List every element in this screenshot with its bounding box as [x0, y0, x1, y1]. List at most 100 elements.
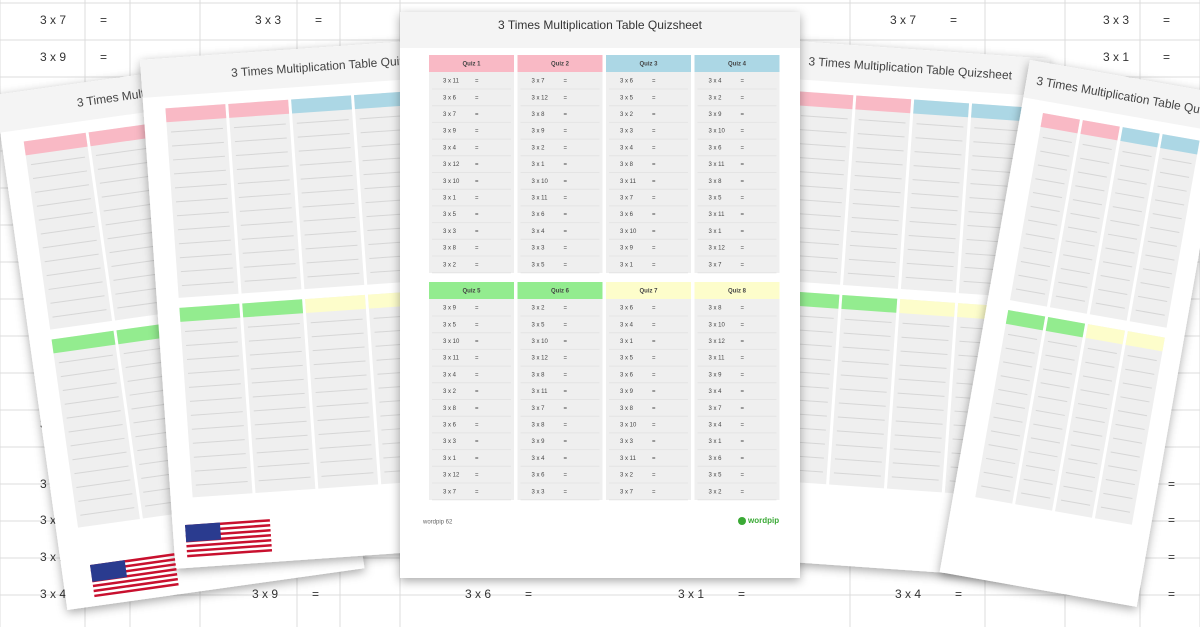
side-row	[1038, 396, 1068, 403]
side-row	[32, 170, 88, 180]
flag	[185, 519, 273, 558]
side-row	[1063, 254, 1093, 261]
side-row	[835, 444, 883, 449]
quiz-header	[694, 282, 780, 299]
quiz-item: 3 x 1	[620, 339, 634, 345]
side-column	[1129, 134, 1200, 328]
side-row	[1122, 150, 1152, 158]
side-row	[302, 202, 355, 208]
side-row	[1018, 274, 1048, 281]
sheet-header	[1023, 60, 1200, 133]
quiz-item: 3 x 7	[532, 79, 546, 85]
quiz-equals: =	[741, 473, 745, 479]
quiz-item: 3 x 5	[620, 95, 634, 101]
side-row	[907, 248, 955, 254]
side-row	[306, 258, 359, 264]
side-row	[316, 402, 369, 408]
side-row	[1030, 437, 1061, 444]
quiz-column	[517, 282, 603, 500]
side-column-head	[1160, 134, 1200, 155]
quiz-equals: =	[741, 372, 745, 378]
side-row	[44, 253, 99, 263]
side-row	[797, 157, 845, 162]
quiz-equals: =	[475, 439, 479, 445]
side-row	[843, 332, 891, 337]
quiz-header	[517, 282, 603, 299]
side-row	[42, 239, 97, 249]
side-column	[829, 294, 898, 489]
side-row	[74, 465, 129, 475]
side-row	[1063, 485, 1093, 492]
quiz-equals: =	[475, 229, 479, 235]
quiz-equals: =	[741, 306, 745, 312]
quiz-equals: =	[652, 322, 656, 328]
side-row	[1065, 472, 1096, 479]
quiz-equals: =	[564, 372, 568, 378]
quiz-equals: =	[564, 179, 568, 185]
quiz-equals: =	[475, 339, 479, 345]
side-row	[1060, 499, 1091, 506]
quiz-item: 3 x 3	[532, 489, 546, 495]
side-row	[1033, 423, 1063, 430]
side-row	[236, 165, 289, 171]
bg-cell: 3 x 1	[1103, 50, 1129, 64]
quiz-item: 3 x 7	[532, 406, 546, 412]
bg-cell: 3 x 6	[465, 587, 491, 601]
side-row	[833, 472, 881, 477]
quiz-equals: =	[652, 129, 656, 135]
side-row	[244, 277, 297, 282]
side-row	[180, 267, 233, 273]
quiz-equals: =	[475, 262, 479, 268]
bg-equals: =	[312, 587, 319, 601]
bg-cell: 3 x 3	[1103, 13, 1129, 27]
side-row	[1015, 288, 1046, 295]
side-row	[893, 448, 941, 453]
side-row	[186, 355, 239, 360]
side-row	[172, 141, 224, 147]
quiz-item: 3 x 3	[532, 246, 546, 252]
side-row	[174, 183, 227, 189]
side-row	[101, 189, 156, 198]
quiz-equals: =	[564, 489, 568, 495]
side-row	[1072, 199, 1103, 206]
quiz-equals: =	[652, 306, 656, 312]
side-row	[178, 239, 231, 245]
side-column	[785, 91, 854, 285]
quiz-item: 3 x 3	[443, 439, 457, 445]
side-row	[1077, 403, 1108, 410]
quiz-item: 3 x 9	[443, 306, 457, 312]
side-row	[237, 179, 290, 184]
side-row	[892, 462, 940, 467]
quiz-name: Quiz 8	[728, 289, 747, 295]
flag-stripe	[186, 539, 272, 548]
side-row	[913, 165, 961, 170]
logo-icon	[738, 517, 746, 525]
side-row	[1007, 333, 1038, 340]
quiz-item: 3 x 11	[532, 389, 549, 395]
quiz-equals: =	[652, 389, 656, 395]
quiz-name: Quiz 6	[551, 289, 570, 295]
quiz-item: 3 x 12	[709, 339, 726, 345]
side-row	[253, 406, 306, 412]
side-row	[915, 137, 963, 142]
quiz-equals: =	[564, 79, 568, 85]
sheet-header	[777, 40, 1050, 97]
side-row	[1100, 275, 1130, 282]
bg-cell: 3 x 9	[252, 587, 278, 601]
side-row	[916, 123, 964, 128]
side-row	[1040, 382, 1070, 389]
side-row	[1028, 219, 1058, 226]
side-row	[972, 155, 1020, 160]
quiz-equals: =	[741, 195, 745, 201]
quiz-equals: =	[741, 489, 745, 495]
quiz-name: Quiz 1	[462, 62, 481, 68]
side-row	[311, 332, 364, 338]
side-row	[195, 481, 248, 486]
side-column-head	[1085, 324, 1125, 345]
side-column-head	[971, 103, 1027, 122]
quiz-equals: =	[564, 322, 568, 328]
side-sheet: 3 Times Multiplication Table Quizsheet	[139, 39, 465, 569]
quiz-item: 3 x 1	[709, 229, 723, 235]
quiz-equals: =	[741, 212, 745, 218]
